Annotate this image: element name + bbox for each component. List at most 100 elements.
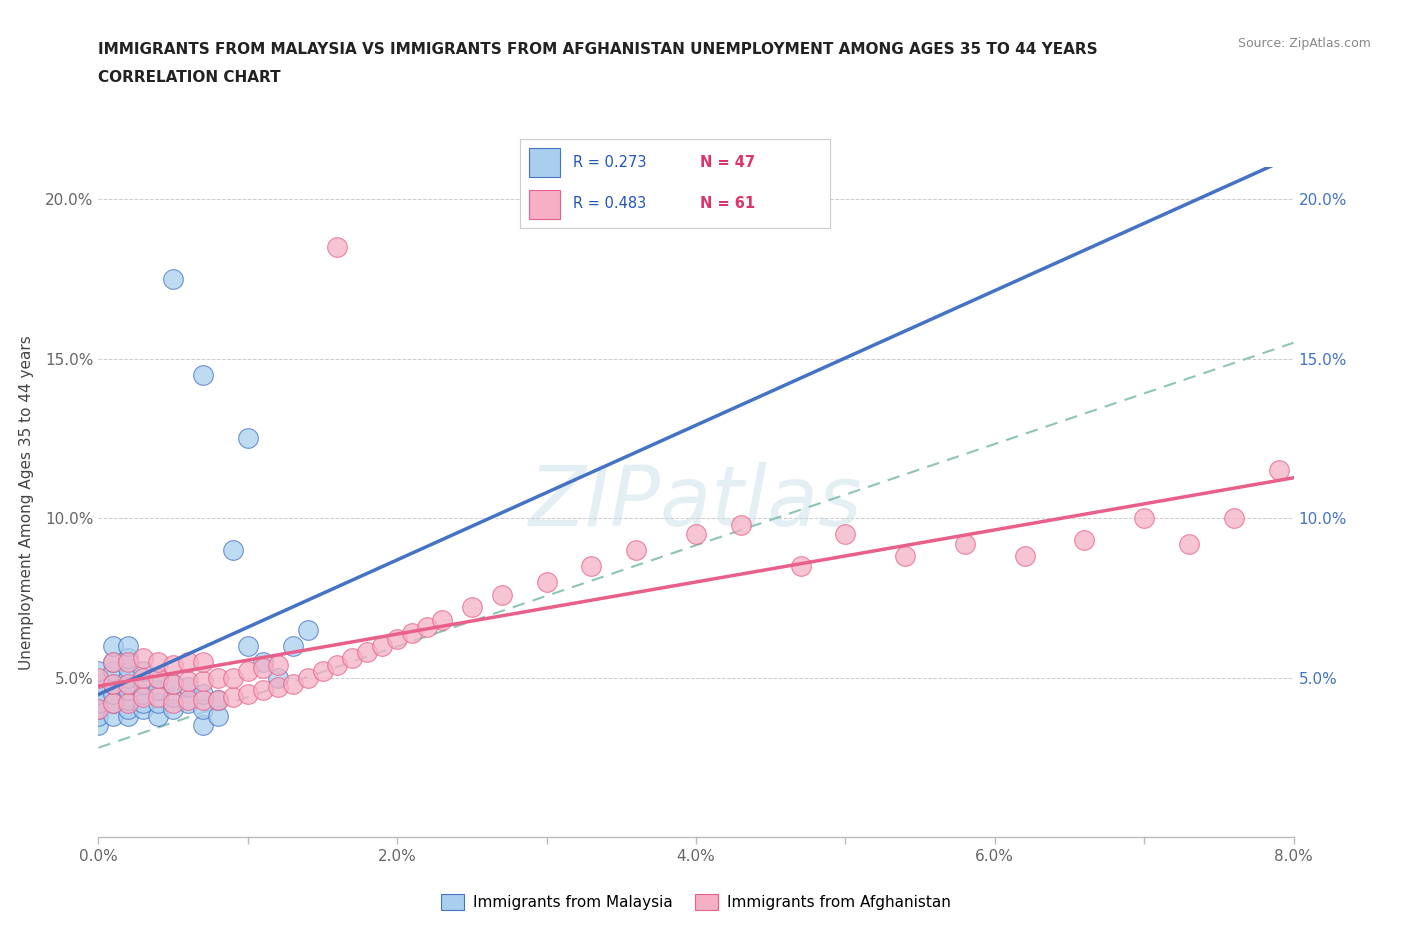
Point bbox=[117, 676, 139, 691]
Point bbox=[207, 693, 229, 708]
Point bbox=[191, 367, 214, 382]
Point bbox=[191, 686, 214, 701]
Point bbox=[267, 671, 290, 685]
Point bbox=[148, 696, 170, 711]
Point bbox=[132, 686, 155, 701]
Point bbox=[401, 626, 423, 641]
Point bbox=[191, 702, 214, 717]
Point bbox=[252, 654, 274, 669]
Point bbox=[252, 683, 274, 698]
Point bbox=[162, 702, 184, 717]
Point bbox=[1267, 463, 1289, 478]
Point bbox=[191, 654, 214, 669]
Point bbox=[177, 696, 200, 711]
Point bbox=[162, 676, 184, 691]
FancyBboxPatch shape bbox=[530, 149, 561, 178]
Point bbox=[430, 613, 453, 628]
Point bbox=[297, 622, 319, 637]
Point bbox=[103, 654, 125, 669]
Point bbox=[461, 600, 484, 615]
Point bbox=[103, 664, 125, 679]
Point bbox=[834, 526, 856, 541]
Point bbox=[207, 693, 229, 708]
Point bbox=[117, 671, 139, 685]
Point bbox=[191, 718, 214, 733]
Point bbox=[87, 664, 110, 679]
Point bbox=[87, 696, 110, 711]
Point bbox=[1178, 537, 1201, 551]
Point bbox=[87, 671, 110, 685]
Point bbox=[281, 638, 304, 653]
Point bbox=[371, 638, 394, 653]
Point bbox=[117, 683, 139, 698]
Point bbox=[685, 526, 707, 541]
Point bbox=[191, 693, 214, 708]
Point bbox=[267, 658, 290, 672]
Text: IMMIGRANTS FROM MALAYSIA VS IMMIGRANTS FROM AFGHANISTAN UNEMPLOYMENT AMONG AGES : IMMIGRANTS FROM MALAYSIA VS IMMIGRANTS F… bbox=[98, 42, 1098, 57]
Point bbox=[177, 673, 200, 688]
Point bbox=[148, 709, 170, 724]
Point bbox=[222, 689, 245, 704]
Text: R = 0.483: R = 0.483 bbox=[572, 196, 645, 211]
Point bbox=[132, 702, 155, 717]
Point bbox=[87, 718, 110, 733]
Point bbox=[624, 542, 647, 557]
Point bbox=[87, 702, 110, 717]
Point bbox=[132, 689, 155, 704]
Point bbox=[162, 272, 184, 286]
Point bbox=[191, 673, 214, 688]
Point bbox=[132, 676, 155, 691]
Point bbox=[148, 683, 170, 698]
Point bbox=[103, 696, 125, 711]
Point bbox=[222, 542, 245, 557]
Point bbox=[117, 638, 139, 653]
Point bbox=[385, 631, 409, 646]
Point bbox=[267, 680, 290, 695]
Point bbox=[311, 664, 333, 679]
Point bbox=[148, 671, 170, 685]
Point bbox=[207, 709, 229, 724]
Point bbox=[953, 537, 976, 551]
Point bbox=[87, 686, 110, 701]
Point bbox=[326, 658, 349, 672]
Y-axis label: Unemployment Among Ages 35 to 44 years: Unemployment Among Ages 35 to 44 years bbox=[20, 335, 34, 670]
Point bbox=[236, 686, 259, 701]
Point bbox=[132, 671, 155, 685]
Point bbox=[117, 696, 139, 711]
Point bbox=[148, 689, 170, 704]
Point bbox=[236, 664, 259, 679]
Point bbox=[356, 644, 378, 659]
Point bbox=[1073, 533, 1095, 548]
Point bbox=[162, 676, 184, 691]
Point bbox=[117, 654, 139, 669]
Point bbox=[117, 709, 139, 724]
Point bbox=[730, 517, 752, 532]
Text: R = 0.273: R = 0.273 bbox=[572, 155, 647, 170]
Point bbox=[536, 575, 558, 590]
Text: ZIPatlas: ZIPatlas bbox=[529, 461, 863, 543]
Point bbox=[491, 587, 513, 602]
Point bbox=[177, 680, 200, 695]
Point bbox=[117, 702, 139, 717]
Point bbox=[236, 638, 259, 653]
Point bbox=[177, 693, 200, 708]
Point bbox=[117, 693, 139, 708]
Point bbox=[236, 431, 259, 445]
Point bbox=[132, 696, 155, 711]
Text: N = 61: N = 61 bbox=[700, 196, 755, 211]
Point bbox=[103, 709, 125, 724]
Point bbox=[87, 702, 110, 717]
Point bbox=[222, 671, 245, 685]
Point bbox=[132, 664, 155, 679]
Point bbox=[162, 696, 184, 711]
Point bbox=[117, 651, 139, 666]
Point bbox=[103, 696, 125, 711]
Point bbox=[581, 559, 603, 574]
Point bbox=[342, 651, 364, 666]
Point bbox=[103, 654, 125, 669]
Point bbox=[326, 240, 349, 255]
Point bbox=[103, 638, 125, 653]
Text: CORRELATION CHART: CORRELATION CHART bbox=[98, 70, 281, 85]
Point bbox=[103, 676, 125, 691]
FancyBboxPatch shape bbox=[530, 190, 561, 219]
